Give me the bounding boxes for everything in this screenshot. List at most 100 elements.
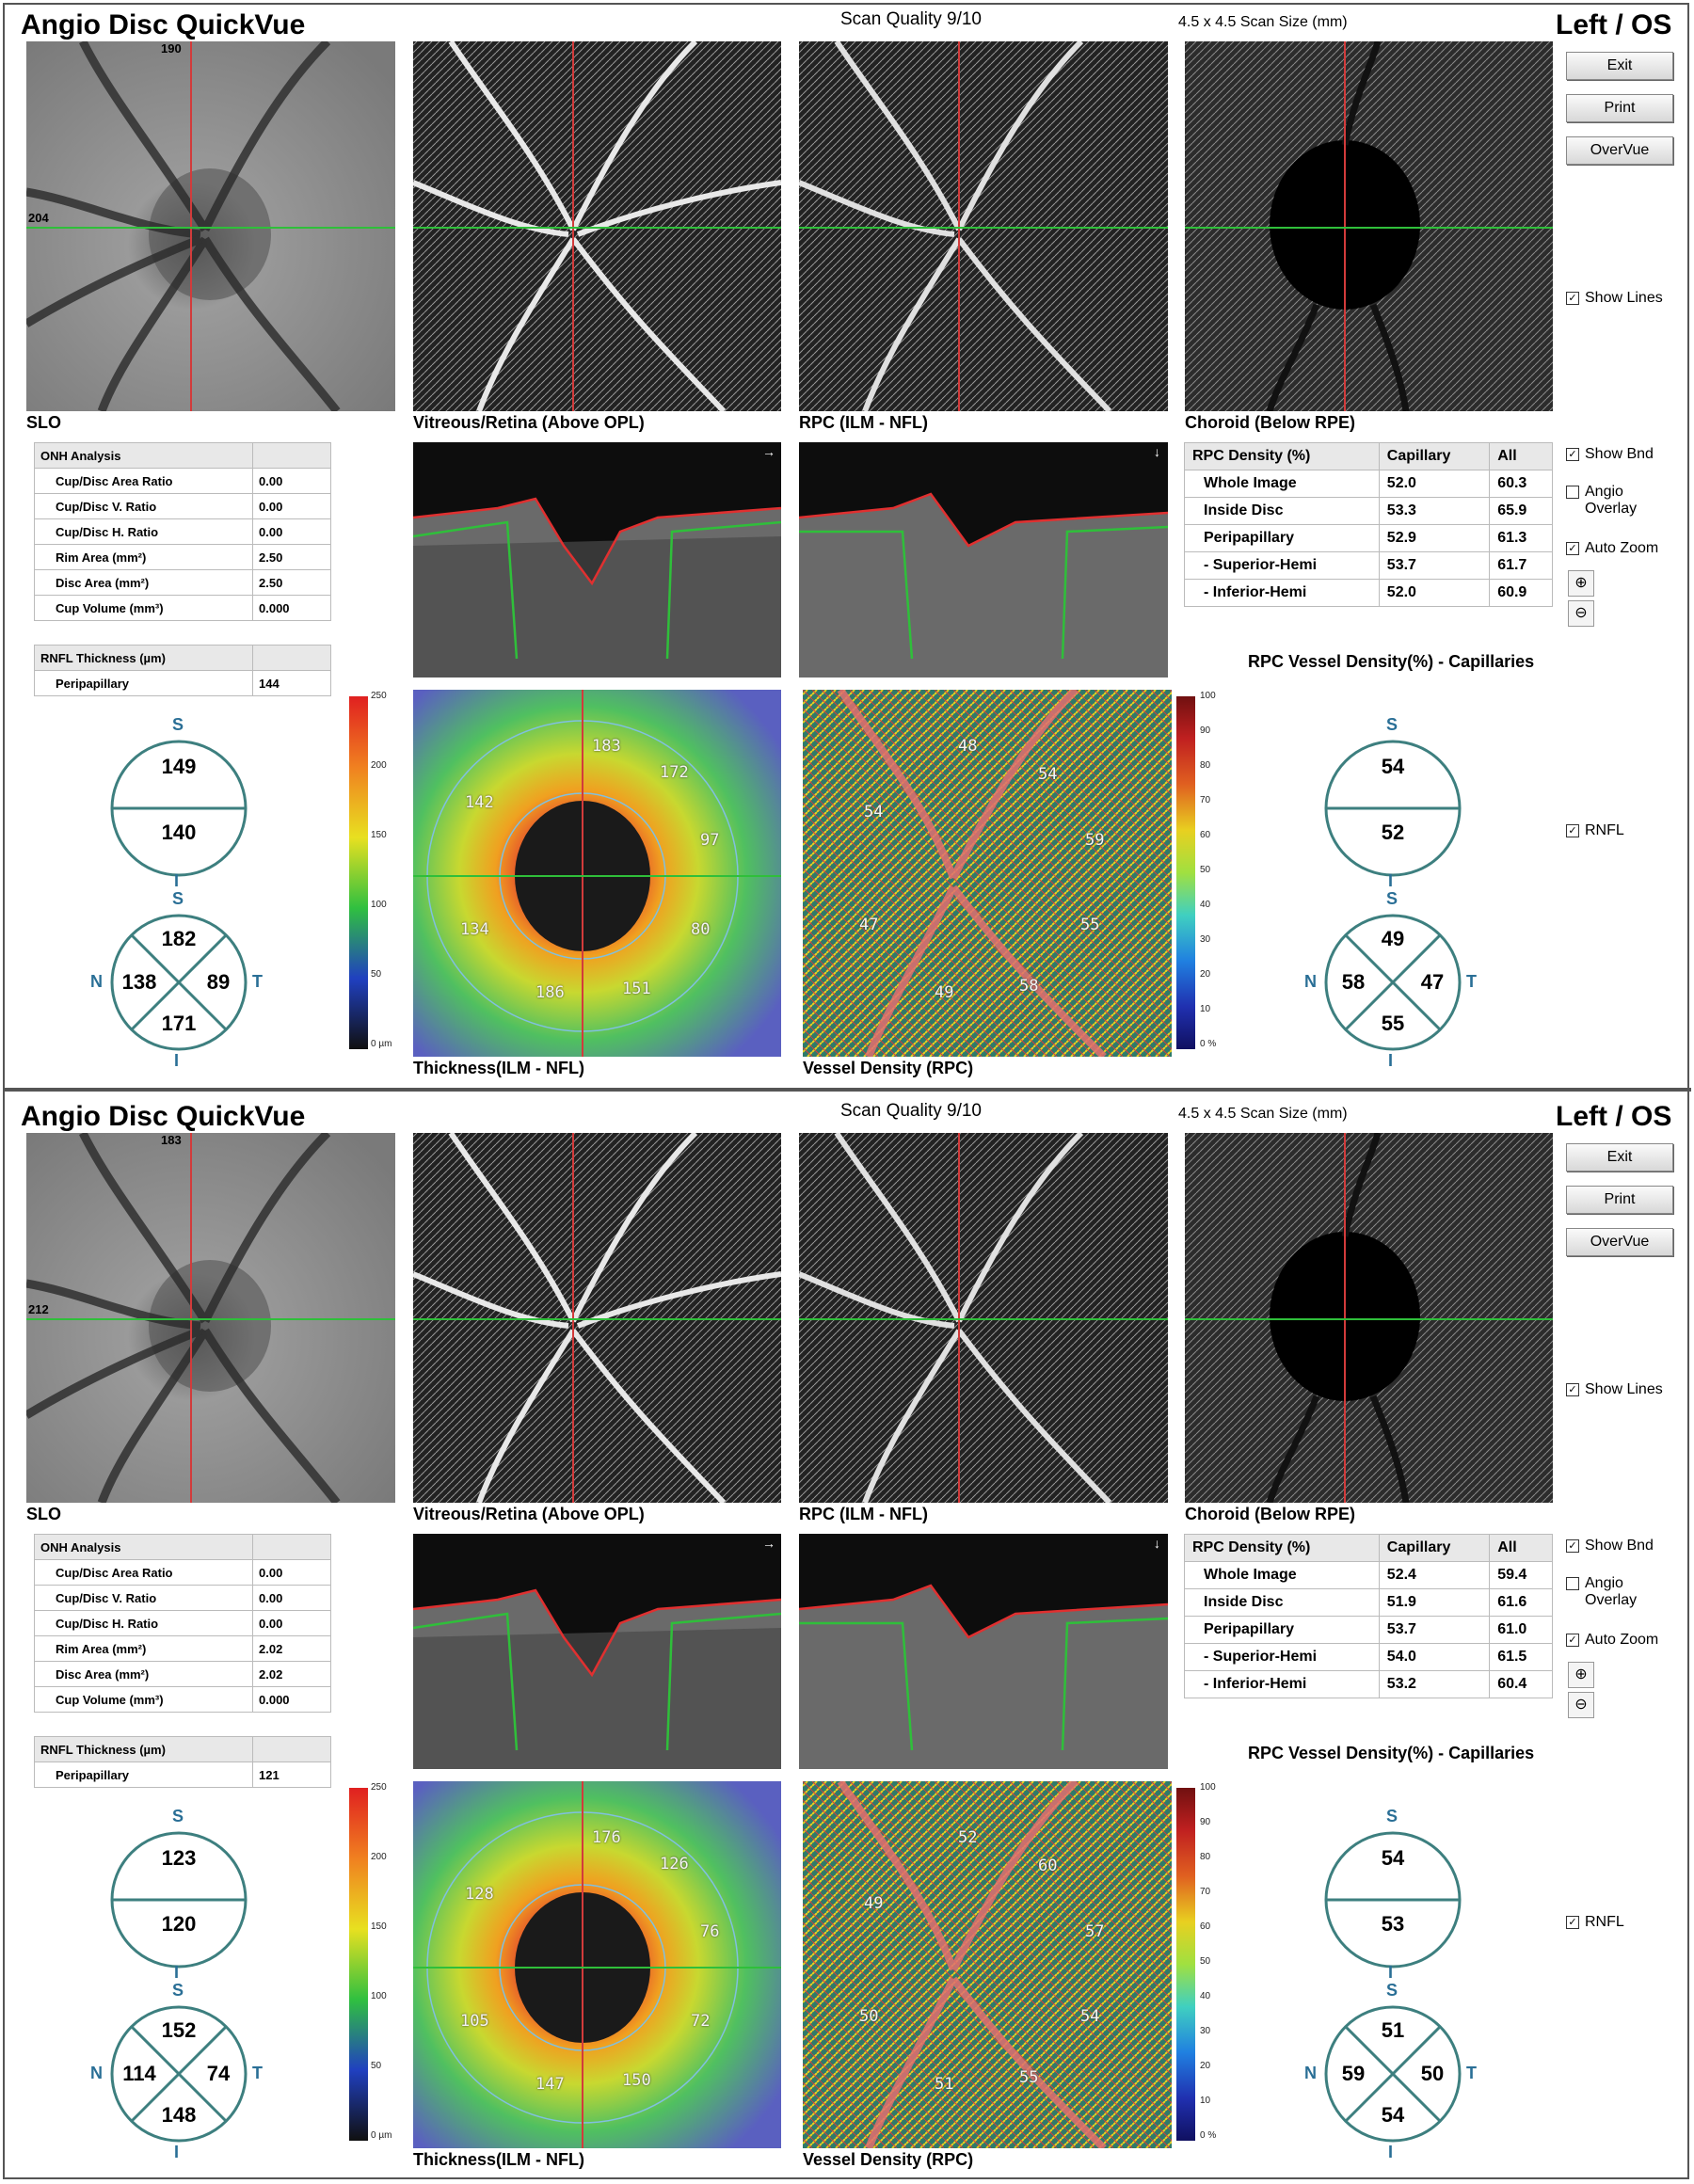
bscan-vertical[interactable]: ↓	[799, 442, 1168, 678]
rpc-row-all: 60.3	[1489, 470, 1553, 498]
rpc-quad-i: 55	[1381, 1012, 1405, 1035]
checkbox-icon: ✓	[1566, 824, 1579, 837]
rnfl-quad-n: 138	[121, 970, 157, 994]
table-row: Cup/Disc Area Ratio 0.00	[34, 1559, 331, 1586]
choroid-image[interactable]	[1185, 1133, 1553, 1503]
show-bnd-checkbox[interactable]: ✓ Show Bnd	[1566, 1538, 1654, 1554]
onh-row-label: Cup/Disc V. Ratio	[34, 493, 253, 519]
scan-quality: Scan Quality 9/10	[840, 9, 982, 29]
angio-overlay-checkbox[interactable]: Angio Overlay	[1566, 484, 1670, 518]
show-lines-checkbox[interactable]: ✓ Show Lines	[1566, 290, 1663, 307]
table-row: - Inferior-Hemi 53.2 60.4	[1184, 1670, 1553, 1698]
rpc-vessel-density-title: RPC Vessel Density(%) - Capillaries	[1248, 652, 1535, 671]
angio-overlay-checkbox[interactable]: Angio Overlay	[1566, 1575, 1670, 1609]
rnfl-quad-t: 74	[206, 2062, 231, 2085]
thickness-sector-value: 151	[622, 980, 651, 998]
rnfl-checkbox[interactable]: ✓ RNFL	[1566, 822, 1624, 839]
report-title: Angio Disc QuickVue	[21, 1101, 306, 1132]
scale-tick-label: 80	[1200, 760, 1211, 771]
nasal-label: N	[1304, 2064, 1317, 2082]
onh-row-value: 0.000	[252, 1686, 331, 1713]
rpc-vessel-density-title: RPC Vessel Density(%) - Capillaries	[1248, 1744, 1535, 1762]
show-bnd-checkbox[interactable]: ✓ Show Bnd	[1566, 446, 1654, 463]
vitreous-caption: Vitreous/Retina (Above OPL)	[413, 413, 645, 432]
rpc-caption: RPC (ILM - NFL)	[799, 1505, 928, 1523]
thickness-color-scale	[349, 1788, 368, 2141]
zoom-in-icon[interactable]: ⊕	[1568, 570, 1594, 597]
table-row: Cup/Disc V. Ratio 0.00	[34, 493, 331, 519]
vessel-sector-value: 50	[859, 2007, 879, 2026]
rnfl-quad-n: 114	[122, 2062, 156, 2085]
vessel-sector-value: 47	[859, 916, 879, 934]
rpc-row-capillary: 53.7	[1378, 1616, 1491, 1644]
rnfl-superior-value: 123	[161, 1846, 197, 1870]
overvue-button[interactable]: OverVue	[1566, 1228, 1673, 1256]
bscan-vertical[interactable]: ↓	[799, 1534, 1168, 1769]
overvue-button[interactable]: OverVue	[1566, 136, 1673, 165]
rpc-row-capillary: 53.7	[1378, 551, 1491, 580]
vitreous-retina-image[interactable]	[413, 41, 781, 411]
zoom-out-icon[interactable]: ⊖	[1568, 600, 1594, 627]
vessel-sector-value: 54	[1080, 2007, 1100, 2026]
onh-row-label: Rim Area (mm²)	[34, 1635, 253, 1662]
zoom-out-icon[interactable]: ⊖	[1568, 1692, 1594, 1718]
checkbox-icon	[1566, 1577, 1579, 1590]
vitreous-retina-image[interactable]	[413, 1133, 781, 1503]
rpc-row-capillary: 54.0	[1378, 1643, 1491, 1671]
auto-zoom-checkbox[interactable]: ✓ Auto Zoom	[1566, 540, 1658, 557]
thickness-sector-value: 76	[700, 1922, 720, 1941]
scale-tick-label: 200	[371, 1852, 387, 1862]
vessel-density-map[interactable]: 48 54 59 55 58 49 47 54	[803, 690, 1172, 1057]
print-button[interactable]: Print	[1566, 1186, 1673, 1214]
choroid-caption: Choroid (Below RPE)	[1185, 413, 1355, 432]
rnfl-checkbox[interactable]: ✓ RNFL	[1566, 1914, 1624, 1931]
slo-image[interactable]: 183 212	[26, 1133, 395, 1503]
rpc-quadrant-diagram: S N T 51 59 50 54 I	[1299, 1981, 1487, 2169]
rnfl-peripapillary-value: 121	[252, 1762, 331, 1788]
rnfl-peripapillary-label: Peripapillary	[34, 1762, 253, 1788]
auto-zoom-checkbox[interactable]: ✓ Auto Zoom	[1566, 1632, 1658, 1649]
bscan-horizontal[interactable]: →	[413, 442, 781, 678]
scale-tick-label: 30	[1200, 934, 1211, 945]
bscan-horizontal[interactable]: →	[413, 1534, 781, 1769]
rpc-row-label: - Inferior-Hemi	[1184, 1670, 1380, 1698]
thickness-map[interactable]: 183 172 97 80 151 186 134 142	[413, 690, 781, 1057]
table-row: Peripapillary 121	[34, 1762, 331, 1788]
zoom-in-icon[interactable]: ⊕	[1568, 1662, 1594, 1688]
slo-image[interactable]: 190 204	[26, 41, 395, 411]
onh-row-value: 2.50	[252, 544, 331, 570]
rpc-header-capillary: Capillary	[1378, 442, 1491, 470]
rpc-quadrant-diagram: S N T 49 58 47 55 I	[1299, 889, 1487, 1077]
choroid-image[interactable]	[1185, 41, 1553, 411]
table-row: - Superior-Hemi 54.0 61.5	[1184, 1643, 1553, 1671]
rpc-image[interactable]	[799, 41, 1168, 411]
onh-row-label: Cup Volume (mm³)	[34, 595, 253, 621]
thickness-sector-value: 105	[460, 2012, 489, 2031]
vessel-density-map[interactable]: 52 60 57 54 55 51 50 49	[803, 1781, 1172, 2148]
vessel-sector-value: 48	[958, 737, 978, 756]
thickness-sector-value: 150	[622, 2071, 651, 2090]
scale-tick-label: 0 µm	[371, 1039, 392, 1049]
temporal-label: T	[1466, 2064, 1477, 2082]
nasal-label: N	[90, 972, 103, 991]
superior-label: S	[1386, 889, 1398, 908]
angio-overlay-label: Angio Overlay	[1585, 484, 1638, 517]
rpc-header-label: RPC Density (%)	[1184, 1534, 1380, 1562]
onh-header-blank	[252, 1534, 331, 1560]
rpc-hemi-diagram: S 54 52 I	[1318, 715, 1468, 903]
scale-tick-label: 0 %	[1200, 1039, 1217, 1049]
thickness-sector-value: 128	[465, 1885, 494, 1904]
choroid-caption: Choroid (Below RPE)	[1185, 1505, 1355, 1523]
thickness-map[interactable]: 176 126 76 72 150 147 105 128	[413, 1781, 781, 2148]
table-row: Cup/Disc V. Ratio 0.00	[34, 1585, 331, 1611]
print-button[interactable]: Print	[1566, 94, 1673, 122]
scan-quality: Scan Quality 9/10	[840, 1101, 982, 1121]
rnfl-inferior-value: 120	[161, 1912, 197, 1936]
exit-button[interactable]: Exit	[1566, 52, 1673, 80]
exit-button[interactable]: Exit	[1566, 1143, 1673, 1172]
scale-tick-label: 100	[371, 1991, 387, 2001]
onh-row-label: Cup Volume (mm³)	[34, 1686, 253, 1713]
scale-tick-label: 250	[371, 691, 387, 701]
rpc-image[interactable]	[799, 1133, 1168, 1503]
show-lines-checkbox[interactable]: ✓ Show Lines	[1566, 1381, 1663, 1398]
